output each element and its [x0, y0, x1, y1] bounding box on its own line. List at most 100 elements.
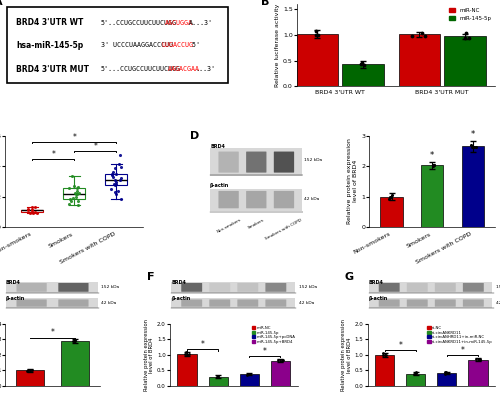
Point — [421, 33, 429, 39]
Point — [111, 177, 119, 183]
Text: 3' UCCCUAAGGACCCUU: 3' UCCCUAAGGACCCUU — [100, 42, 172, 48]
Point — [65, 185, 73, 191]
Text: BRD4: BRD4 — [210, 144, 225, 149]
Point — [108, 174, 116, 180]
Point — [360, 61, 368, 68]
Text: β-actin: β-actin — [6, 296, 25, 301]
Bar — [210, 148, 302, 176]
Text: A...3': A...3' — [188, 20, 212, 26]
Point — [117, 164, 125, 170]
FancyBboxPatch shape — [407, 299, 428, 307]
FancyBboxPatch shape — [210, 283, 230, 292]
Bar — [16, 370, 44, 386]
Text: β-actin: β-actin — [369, 296, 388, 301]
Text: hsa-miR-145-5p: hsa-miR-145-5p — [16, 41, 84, 50]
Point — [279, 357, 287, 364]
Point — [116, 177, 124, 183]
Bar — [406, 374, 425, 386]
Bar — [398, 34, 440, 86]
FancyBboxPatch shape — [463, 299, 484, 307]
Point — [110, 169, 118, 175]
FancyBboxPatch shape — [218, 152, 239, 173]
Point — [356, 61, 364, 67]
Point — [462, 35, 469, 41]
Y-axis label: Relative protein expression
level of BRD4: Relative protein expression level of BRD… — [348, 138, 358, 224]
Point — [74, 185, 82, 191]
FancyBboxPatch shape — [274, 191, 294, 208]
Text: *: * — [200, 340, 204, 349]
Point — [214, 374, 222, 380]
Text: BRD4: BRD4 — [369, 280, 384, 285]
FancyBboxPatch shape — [218, 191, 239, 208]
Point — [430, 162, 438, 168]
Point — [69, 194, 77, 201]
Point — [71, 190, 79, 196]
Text: BRD4 3'UTR WT: BRD4 3'UTR WT — [16, 19, 84, 28]
Point — [112, 180, 120, 187]
Point — [107, 186, 115, 192]
Point — [74, 184, 82, 190]
Point — [429, 163, 437, 169]
Point — [74, 190, 82, 196]
Point — [117, 196, 125, 203]
Bar — [462, 146, 484, 227]
Point — [65, 201, 73, 207]
Point — [476, 356, 484, 362]
Bar — [6, 299, 98, 308]
FancyBboxPatch shape — [182, 283, 202, 292]
Y-axis label: Relative protein expression
level of BRD4: Relative protein expression level of BRD… — [341, 319, 352, 391]
Point — [314, 32, 322, 38]
Text: B: B — [261, 0, 270, 7]
Point — [274, 357, 282, 363]
Point — [418, 30, 426, 37]
Text: 5'..CCUGCCUUCUUCUGG: 5'..CCUGCCUUCUUCUGG — [100, 20, 176, 26]
Point — [112, 171, 120, 177]
FancyBboxPatch shape — [210, 299, 230, 307]
FancyBboxPatch shape — [238, 299, 258, 307]
FancyBboxPatch shape — [58, 299, 88, 307]
Bar — [210, 189, 302, 211]
Text: 42 kDa: 42 kDa — [299, 301, 314, 305]
Point — [32, 209, 40, 216]
Bar — [208, 377, 228, 386]
Bar — [421, 165, 444, 227]
Point — [112, 191, 120, 197]
Text: 42 kDa: 42 kDa — [496, 301, 500, 305]
Text: Smokers: Smokers — [248, 218, 265, 230]
Text: A: A — [0, 0, 2, 7]
Point — [441, 369, 449, 375]
Text: *: * — [93, 141, 97, 151]
Point — [379, 352, 387, 358]
Point — [74, 202, 82, 208]
Point — [24, 368, 32, 374]
Text: ...3': ...3' — [195, 66, 215, 72]
Text: *: * — [263, 347, 267, 356]
Legend: miR-NC, miR-145-5p: miR-NC, miR-145-5p — [448, 7, 492, 22]
Text: G: G — [344, 272, 354, 282]
Legend: si-NC, si-circANKRD11, si-circANHRD11+in-miR-NC, si-circANKRD11+in-miR-145-5p: si-NC, si-circANKRD11, si-circANHRD11+in… — [427, 325, 493, 344]
Text: *: * — [50, 329, 54, 337]
Point — [70, 183, 78, 190]
Bar — [342, 64, 384, 86]
FancyBboxPatch shape — [238, 283, 258, 292]
Point — [312, 32, 320, 38]
Point — [110, 165, 118, 171]
Point — [410, 370, 418, 377]
FancyBboxPatch shape — [246, 152, 266, 173]
Text: F: F — [147, 272, 154, 282]
FancyBboxPatch shape — [16, 299, 46, 307]
Point — [183, 351, 191, 358]
Point — [182, 351, 190, 358]
Point — [69, 338, 77, 344]
FancyBboxPatch shape — [274, 152, 294, 173]
Text: BRD4 3'UTR MUT: BRD4 3'UTR MUT — [16, 65, 90, 74]
Point — [472, 356, 480, 362]
Point — [278, 357, 286, 363]
Point — [116, 152, 124, 158]
Text: 42 kDa: 42 kDa — [304, 197, 320, 201]
Text: *: * — [398, 341, 402, 350]
Point — [110, 180, 118, 187]
Point — [68, 173, 76, 180]
FancyBboxPatch shape — [266, 299, 286, 307]
Text: BRD4: BRD4 — [6, 280, 21, 285]
